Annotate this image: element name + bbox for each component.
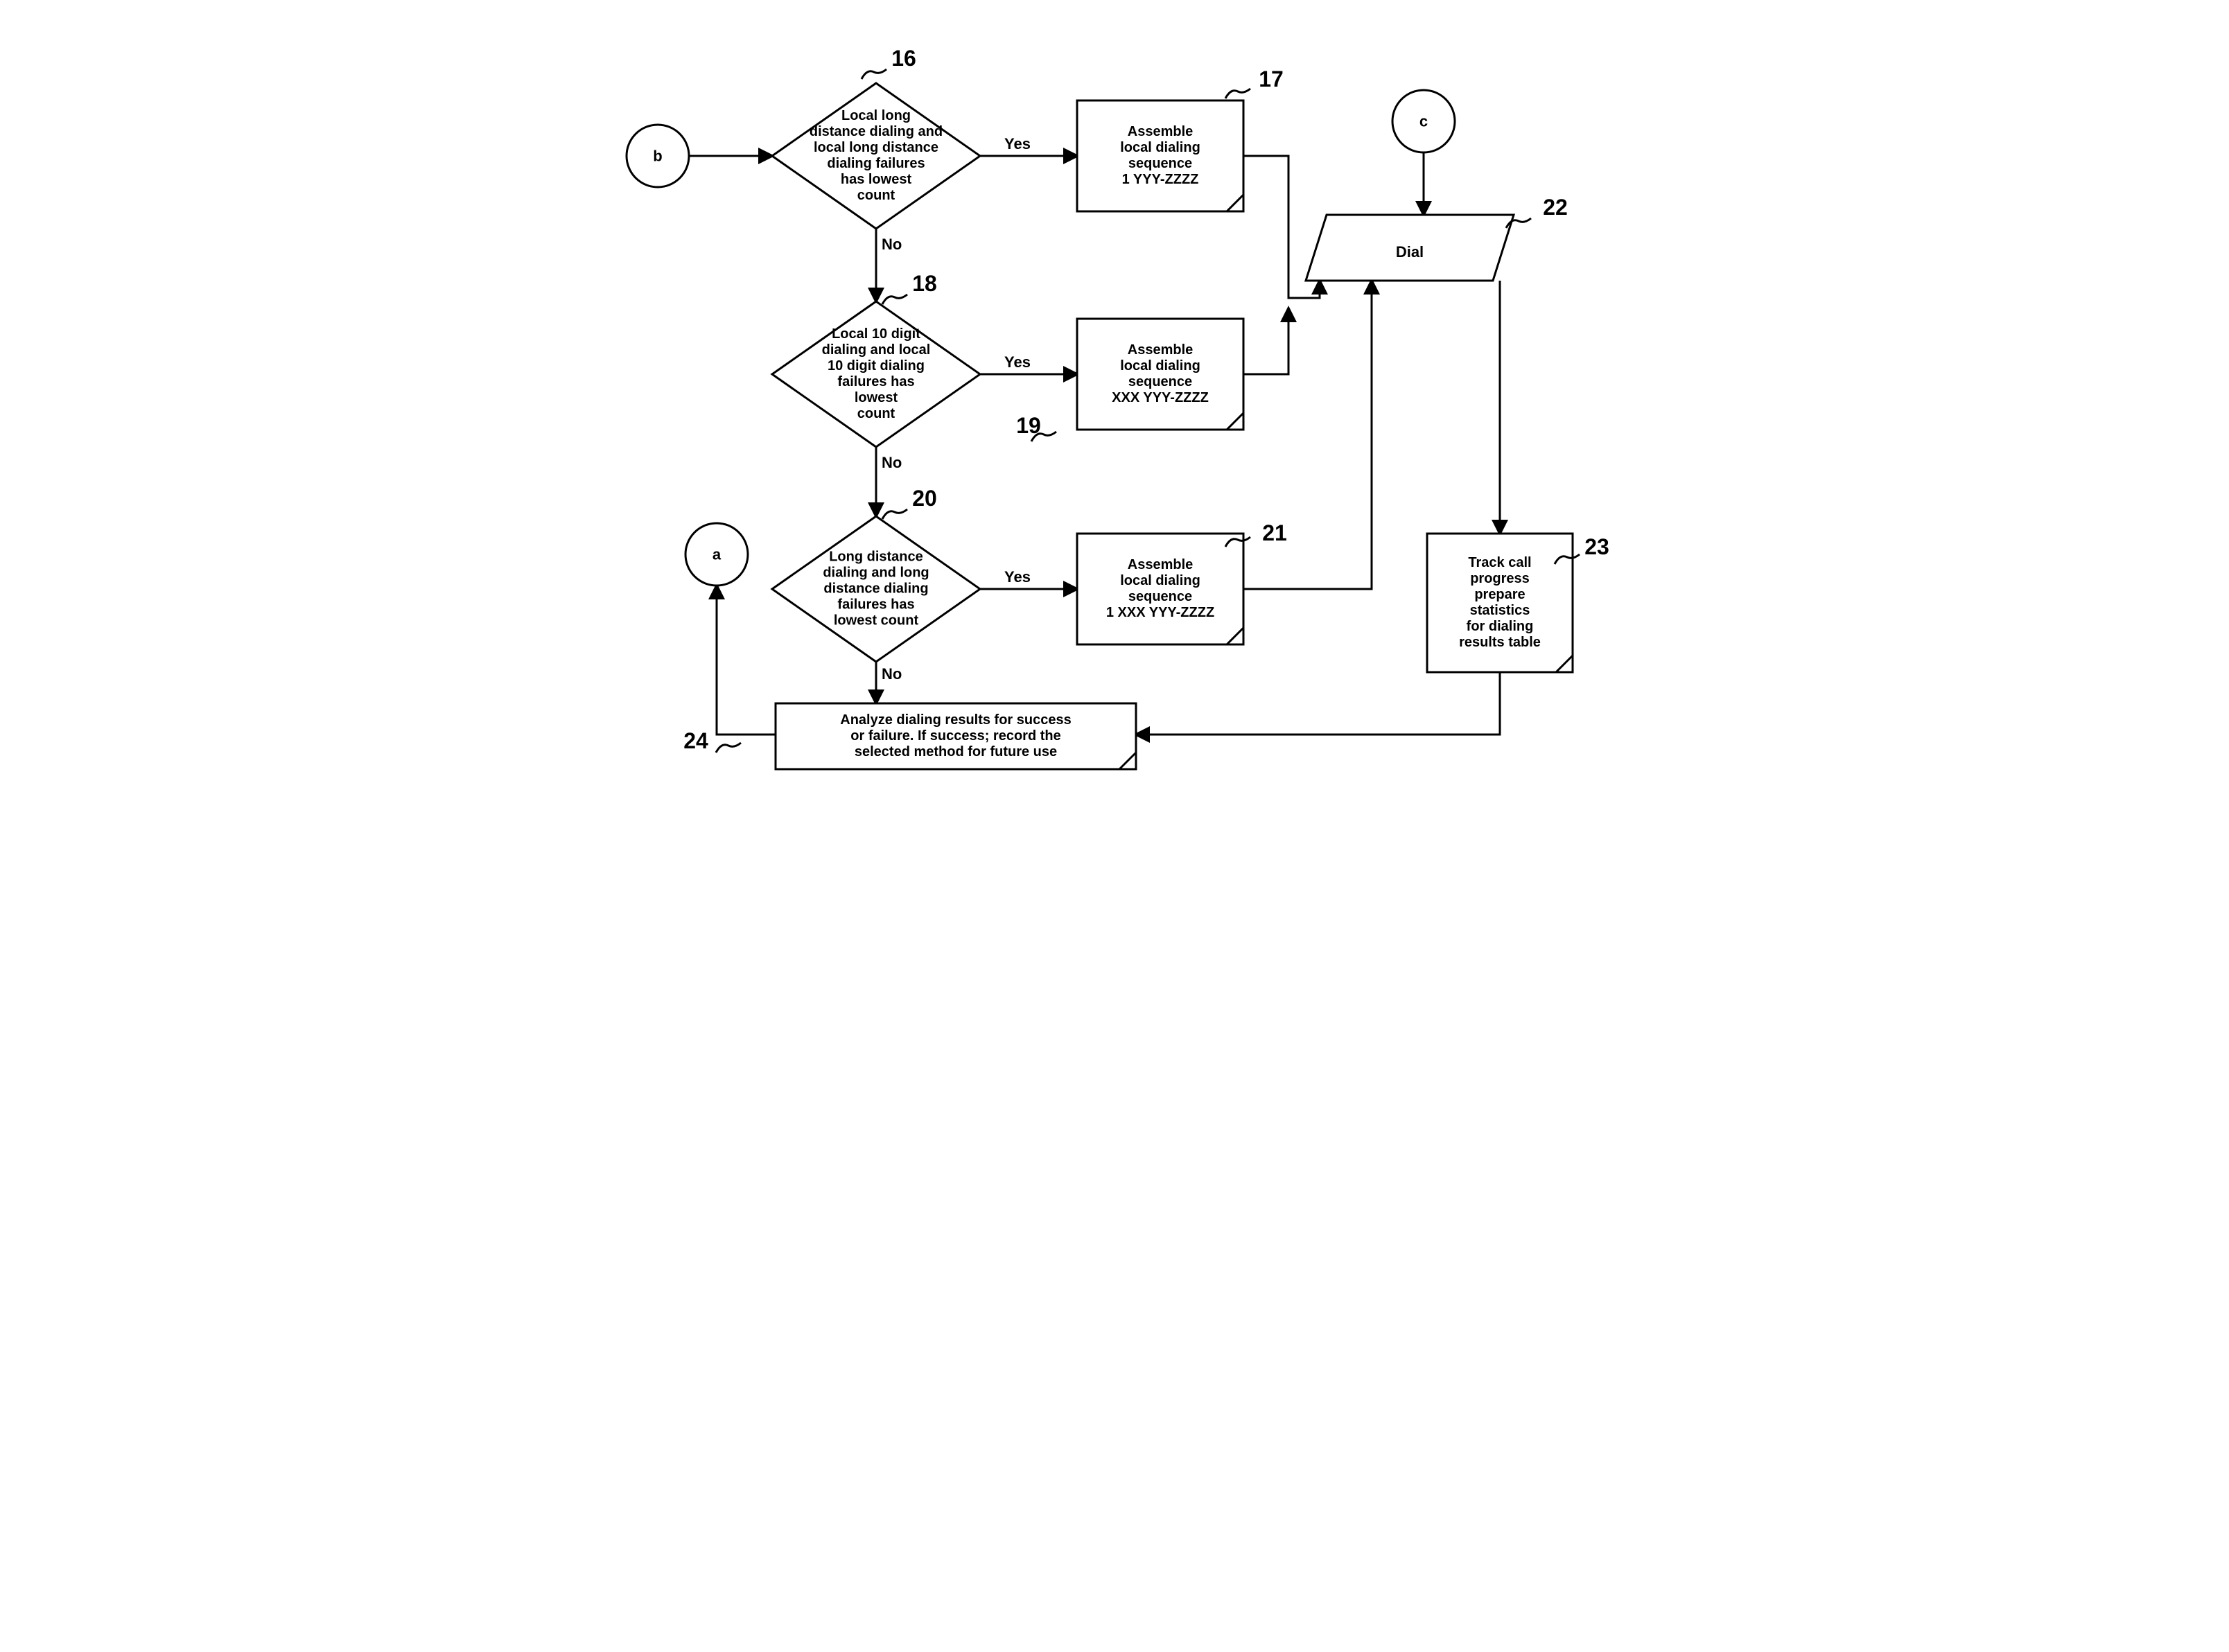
svg-text:dialing and local: dialing and local xyxy=(822,342,931,358)
svg-text:has lowest: has lowest xyxy=(841,172,912,187)
svg-text:1 XXX YYY-ZZZZ: 1 XXX YYY-ZZZZ xyxy=(1106,605,1214,620)
svg-text:Yes: Yes xyxy=(1004,135,1031,152)
svg-text:local dialing: local dialing xyxy=(1120,140,1200,155)
svg-text:Long distance: Long distance xyxy=(829,549,923,564)
svg-text:Dial: Dial xyxy=(1396,243,1424,261)
svg-text:progress: progress xyxy=(1470,571,1530,586)
svg-text:results table: results table xyxy=(1459,635,1541,650)
svg-text:No: No xyxy=(882,665,902,683)
svg-text:lowest: lowest xyxy=(855,390,898,405)
svg-text:Local long: Local long xyxy=(841,108,911,123)
svg-text:b: b xyxy=(653,148,662,165)
svg-text:18: 18 xyxy=(912,271,937,296)
svg-text:local dialing: local dialing xyxy=(1120,573,1200,588)
svg-text:Analyze dialing results for su: Analyze dialing results for success xyxy=(840,712,1071,728)
svg-text:local long distance: local long distance xyxy=(814,140,938,155)
svg-text:17: 17 xyxy=(1259,67,1284,91)
svg-text:24: 24 xyxy=(683,728,708,753)
svg-text:distance dialing: distance dialing xyxy=(823,581,928,596)
svg-text:count: count xyxy=(857,188,895,203)
svg-text:1 YYY-ZZZZ: 1 YYY-ZZZZ xyxy=(1122,172,1199,187)
svg-text:10 digit dialing: 10 digit dialing xyxy=(828,358,925,374)
svg-text:21: 21 xyxy=(1262,520,1287,545)
svg-text:or failure. If success; record: or failure. If success; record the xyxy=(850,728,1060,744)
svg-text:sequence: sequence xyxy=(1128,589,1192,604)
svg-text:selected method for future use: selected method for future use xyxy=(855,744,1057,759)
svg-text:Track call: Track call xyxy=(1468,555,1531,570)
svg-text:Yes: Yes xyxy=(1004,353,1031,371)
svg-text:22: 22 xyxy=(1543,195,1568,220)
svg-text:23: 23 xyxy=(1584,534,1609,559)
svg-text:16: 16 xyxy=(891,46,916,71)
svg-text:count: count xyxy=(857,406,895,421)
svg-text:distance dialing and: distance dialing and xyxy=(810,124,943,139)
svg-text:dialing and long: dialing and long xyxy=(823,565,929,580)
svg-text:sequence: sequence xyxy=(1128,156,1192,171)
svg-text:failures has: failures has xyxy=(837,374,914,389)
svg-text:Assemble: Assemble xyxy=(1128,124,1194,139)
svg-text:Yes: Yes xyxy=(1004,568,1031,586)
svg-text:No: No xyxy=(882,454,902,471)
svg-text:for dialing: for dialing xyxy=(1467,619,1534,634)
svg-text:local dialing: local dialing xyxy=(1120,358,1200,374)
svg-text:Assemble: Assemble xyxy=(1128,342,1194,358)
svg-text:XXX YYY-ZZZZ: XXX YYY-ZZZZ xyxy=(1112,390,1209,405)
svg-text:dialing failures: dialing failures xyxy=(827,156,925,171)
svg-text:sequence: sequence xyxy=(1128,374,1192,389)
svg-text:failures has: failures has xyxy=(837,597,914,612)
svg-text:statistics: statistics xyxy=(1470,603,1530,618)
svg-text:20: 20 xyxy=(912,486,937,511)
svg-text:Local 10 digit: Local 10 digit xyxy=(832,326,920,342)
svg-text:Assemble: Assemble xyxy=(1128,557,1194,572)
svg-text:c: c xyxy=(1419,113,1428,130)
svg-text:lowest count: lowest count xyxy=(834,613,919,628)
svg-text:a: a xyxy=(713,546,722,563)
svg-text:No: No xyxy=(882,236,902,253)
svg-text:prepare: prepare xyxy=(1474,587,1525,602)
